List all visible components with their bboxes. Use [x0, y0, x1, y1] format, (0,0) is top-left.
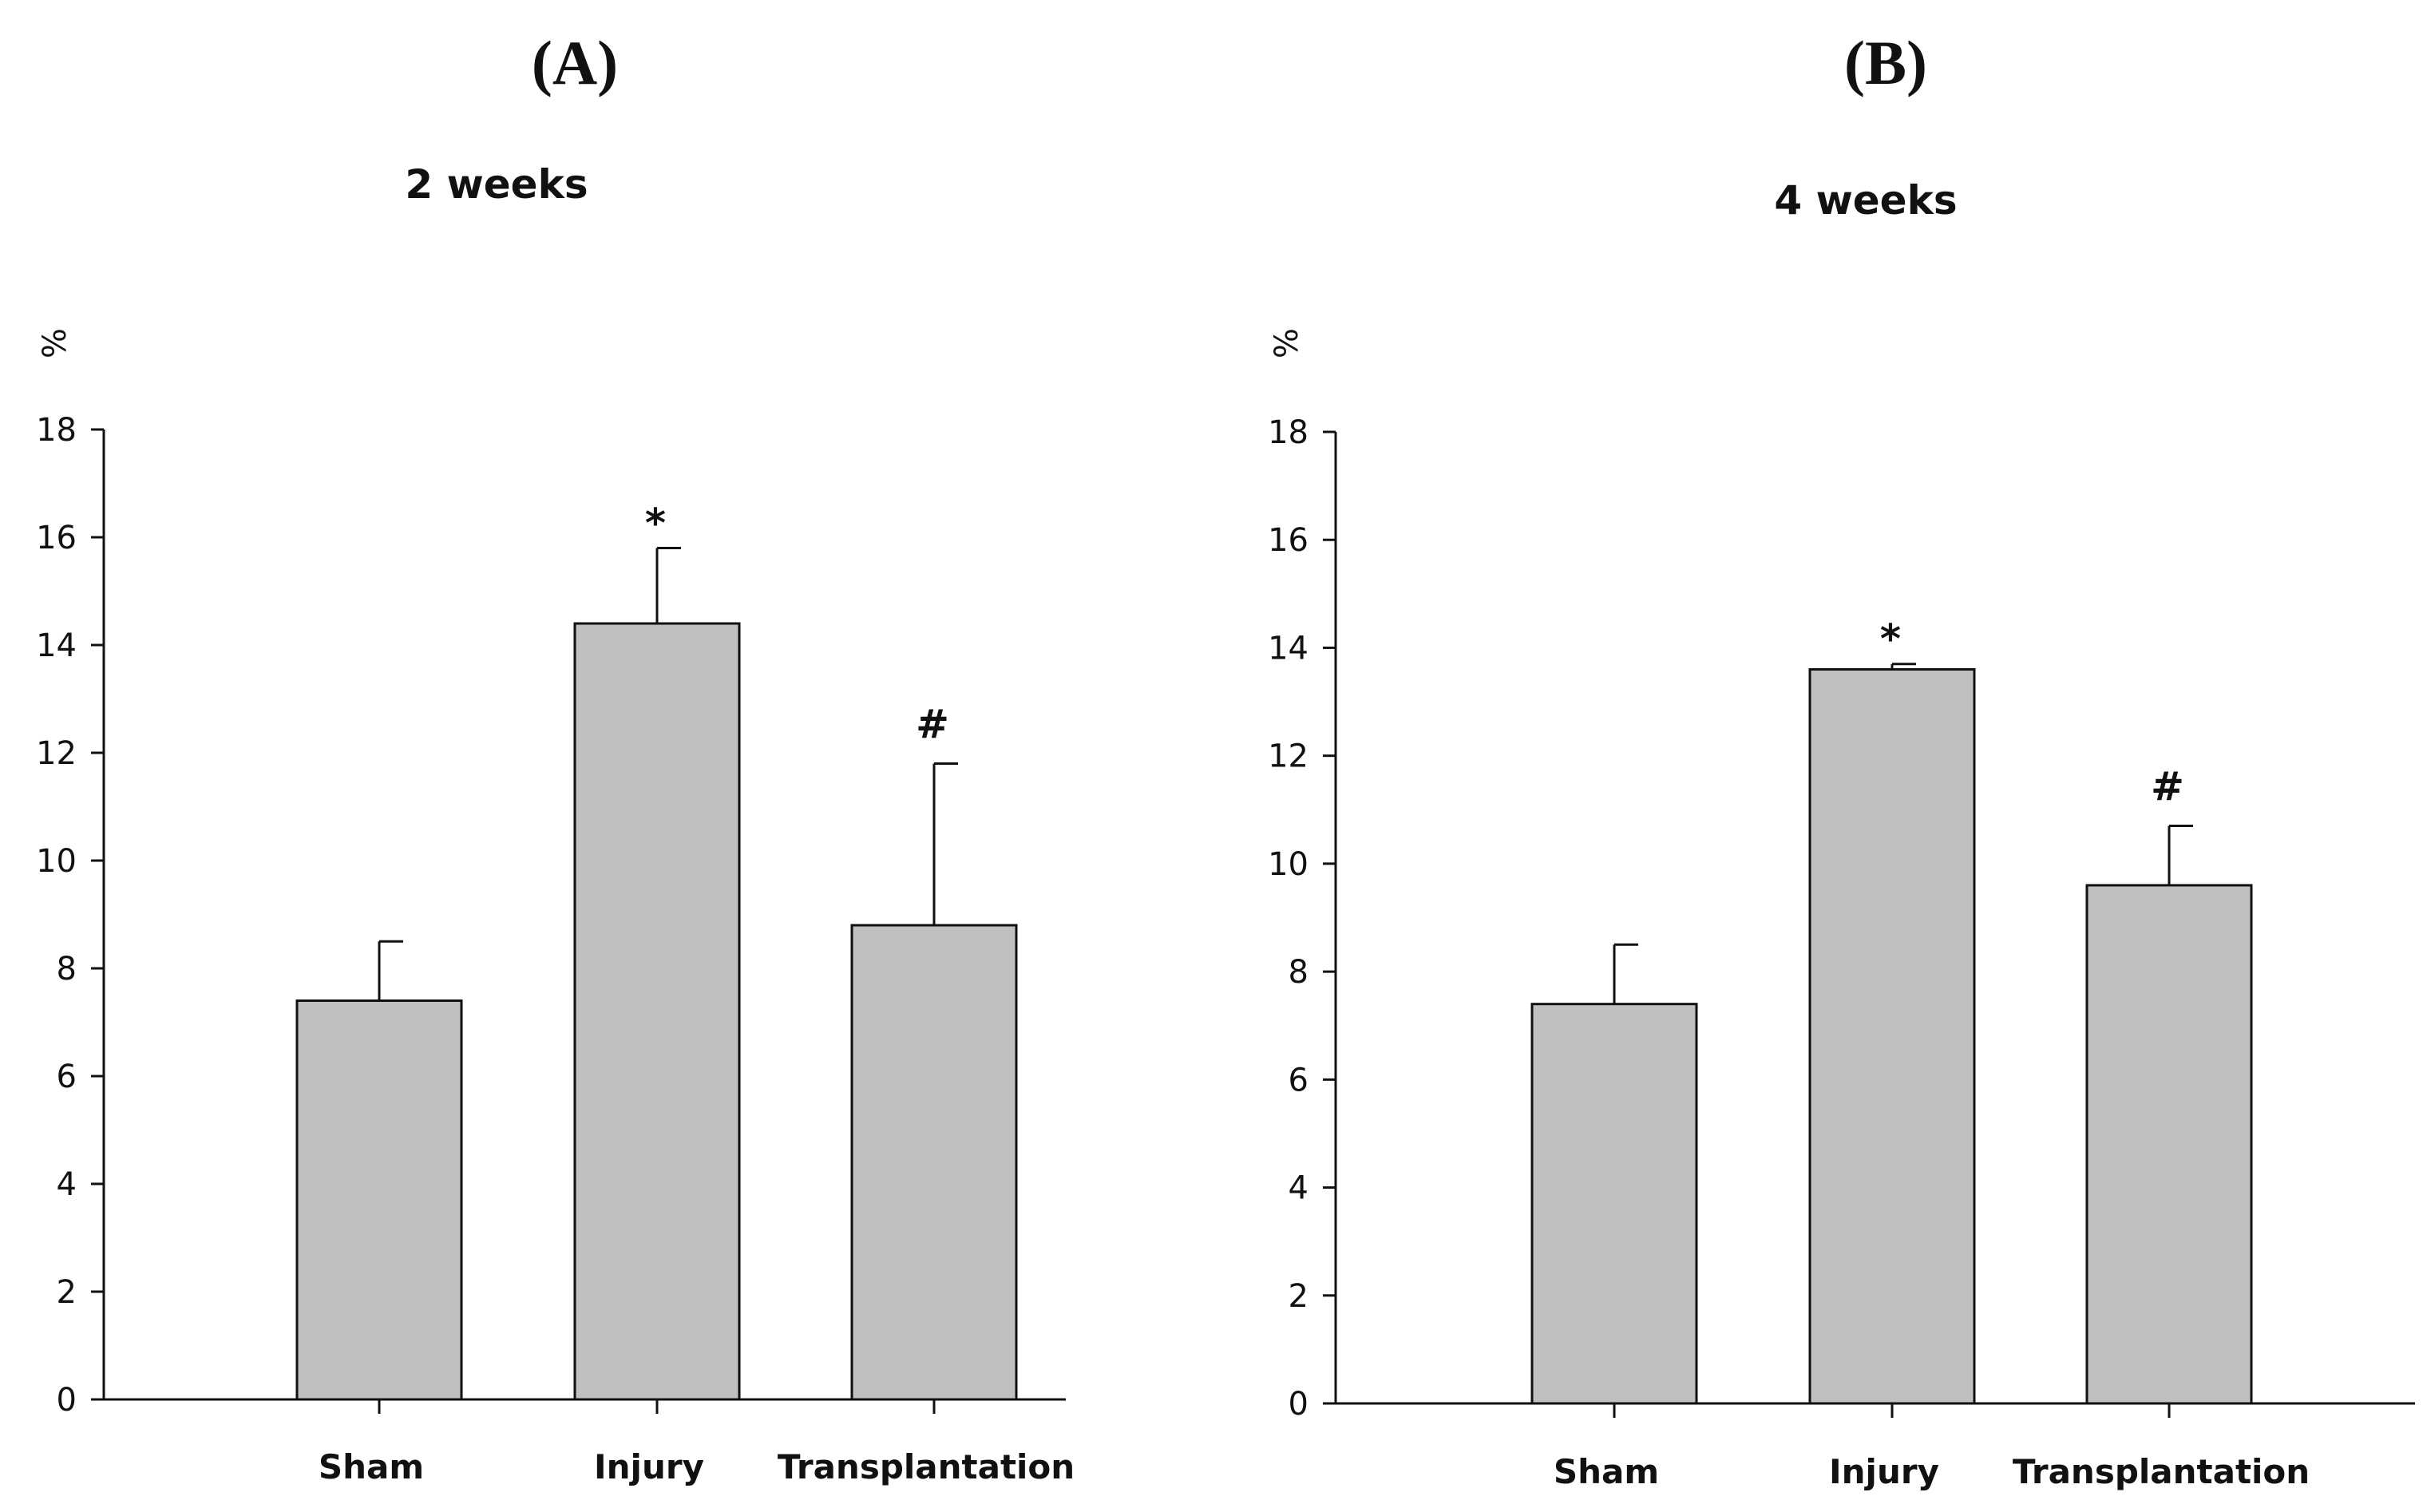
y-tick-label: 14 — [36, 627, 77, 664]
y-tick-label: 16 — [1268, 522, 1308, 559]
significance-marker-injury: * — [1880, 616, 1901, 663]
y-axis-unit-label: % — [1269, 328, 1305, 358]
y-tick-label: 0 — [1289, 1386, 1308, 1423]
y-tick-label: 18 — [1268, 414, 1308, 451]
bar-transplantation — [2085, 884, 2253, 1405]
panel-letter: (A) — [532, 28, 618, 97]
chart-title: 2 weeks — [405, 161, 588, 208]
x-category-label-injury: Injury — [1829, 1452, 1939, 1491]
y-axis-unit-label: % — [37, 328, 73, 358]
y-tick-label: 12 — [1268, 738, 1308, 775]
y-tick-label: 8 — [57, 951, 77, 988]
y-tick-label: 16 — [36, 520, 77, 556]
y-tick-label: 8 — [1289, 954, 1308, 991]
y-tick-label: 10 — [1268, 846, 1308, 883]
y-tick-label: 2 — [57, 1274, 77, 1311]
bar-injury — [1808, 667, 1976, 1405]
y-tick-label: 6 — [1289, 1062, 1308, 1098]
x-category-label-injury: Injury — [594, 1447, 704, 1486]
y-tick-label: 4 — [1289, 1170, 1308, 1207]
y-tick-label: 12 — [36, 735, 77, 772]
x-category-label-transplantation: Transplantation — [778, 1447, 1075, 1486]
y-tick-label: 18 — [36, 412, 77, 449]
bar-transplantation — [850, 924, 1018, 1401]
x-category-label-transplantation: Transplantation — [2013, 1452, 2310, 1491]
chart-panel-b: (B) 4 weeks% 0 2 4 6 8 10 12 14 16 18 Sham Injury * Tra… — [1268, 28, 2415, 1491]
significance-marker-transplantation: # — [916, 702, 949, 748]
x-category-label-sham: Sham — [319, 1447, 424, 1486]
y-tick-label: 4 — [57, 1166, 77, 1203]
panel-letter: (B) — [1844, 28, 1927, 97]
bar-injury — [573, 622, 741, 1401]
chart-panel-a: (A) 2 weeks% 0 2 4 6 8 10 12 14 16 18 Sham Injury * Tra… — [36, 28, 1075, 1486]
y-tick-label: 2 — [1289, 1278, 1308, 1315]
chart-title: 4 weeks — [1774, 177, 1957, 224]
y-tick-label: 14 — [1268, 630, 1308, 667]
y-tick-label: 10 — [36, 843, 77, 880]
significance-marker-injury: * — [645, 501, 666, 547]
y-tick-label: 0 — [57, 1382, 77, 1419]
bar-sham — [1530, 1003, 1698, 1405]
y-tick-label: 6 — [57, 1059, 77, 1095]
x-category-label-sham: Sham — [1554, 1452, 1659, 1491]
significance-marker-transplantation: # — [2151, 764, 2184, 810]
bar-sham — [295, 999, 463, 1401]
